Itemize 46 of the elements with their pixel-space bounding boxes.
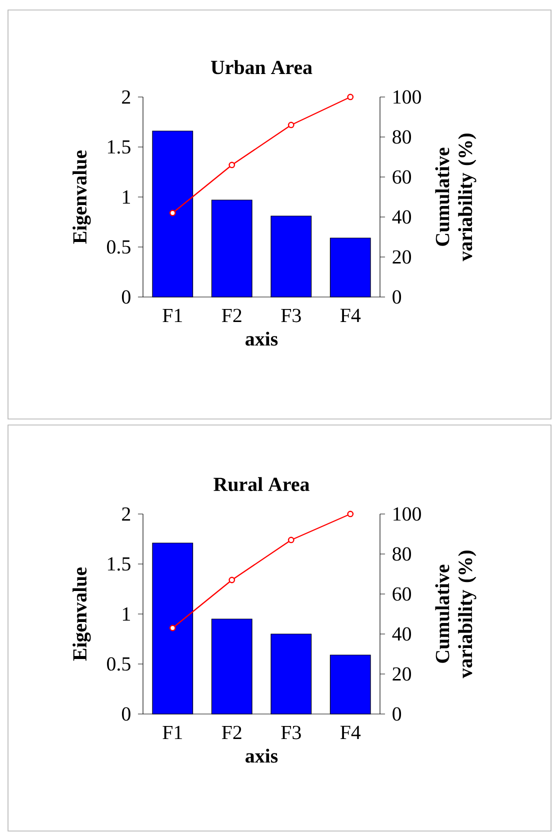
- point: [288, 122, 294, 128]
- y2-tick-label: 80: [392, 130, 412, 144]
- y-tick-label: 1.5: [108, 557, 130, 571]
- y2-tick-label: 20: [392, 250, 412, 264]
- y-tick-label: 1: [122, 190, 130, 204]
- point: [228, 576, 236, 584]
- y2-tick-label: 20: [392, 667, 412, 681]
- point: [288, 536, 294, 544]
- y-tick-label: 2: [122, 507, 130, 521]
- y2-tick-label: 100: [394, 507, 421, 521]
- y2-tick-label: 0: [392, 290, 402, 304]
- y-tick-label: 0: [122, 290, 130, 304]
- y2-tick-label: 80: [392, 547, 412, 561]
- x-tick-label: F2: [222, 726, 242, 740]
- y-tick-label: 2: [122, 90, 130, 104]
- y2-axis-title: Cumulative variability (%): [435, 550, 476, 678]
- x-axis-title: axis: [246, 748, 278, 763]
- y-axis-title: Eigenvalue: [72, 150, 91, 244]
- x-tick-label: F2: [222, 308, 242, 322]
- x-tick-label: F4: [340, 726, 361, 739]
- x-axis-title: axis: [246, 332, 278, 346]
- x-tick-label: F3: [281, 308, 301, 322]
- y2-tick-label: 0: [392, 707, 402, 721]
- chart-title: Rural Area: [214, 477, 310, 492]
- chart-title: Urban Area: [210, 60, 312, 74]
- y-tick-label: 1.5: [108, 140, 130, 154]
- y2-tick-label: 60: [392, 170, 412, 184]
- point: [169, 210, 176, 216]
- y2-tick-label: 100: [394, 90, 421, 104]
- y2-tick-label: 40: [392, 627, 412, 641]
- y2-tick-label: 60: [392, 587, 412, 601]
- y-axis-title: Eigenvalue: [72, 567, 91, 661]
- x-tick-label: F1: [162, 726, 182, 739]
- point: [347, 510, 354, 518]
- y2-axis-title: Cumulative variability (%): [435, 134, 476, 262]
- y-tick-label: 1: [122, 607, 130, 621]
- y-tick-label: 0: [122, 707, 130, 721]
- x-tick-label: F1: [162, 308, 182, 322]
- x-tick-label: F3: [281, 726, 301, 740]
- y2-tick-label: 40: [392, 210, 412, 224]
- y-tick-label: 0.5: [107, 657, 130, 671]
- y-tick-label: 0.5: [107, 240, 130, 254]
- x-tick-label: F4: [340, 308, 361, 322]
- point: [347, 94, 354, 100]
- point: [228, 162, 236, 168]
- point: [169, 624, 176, 632]
